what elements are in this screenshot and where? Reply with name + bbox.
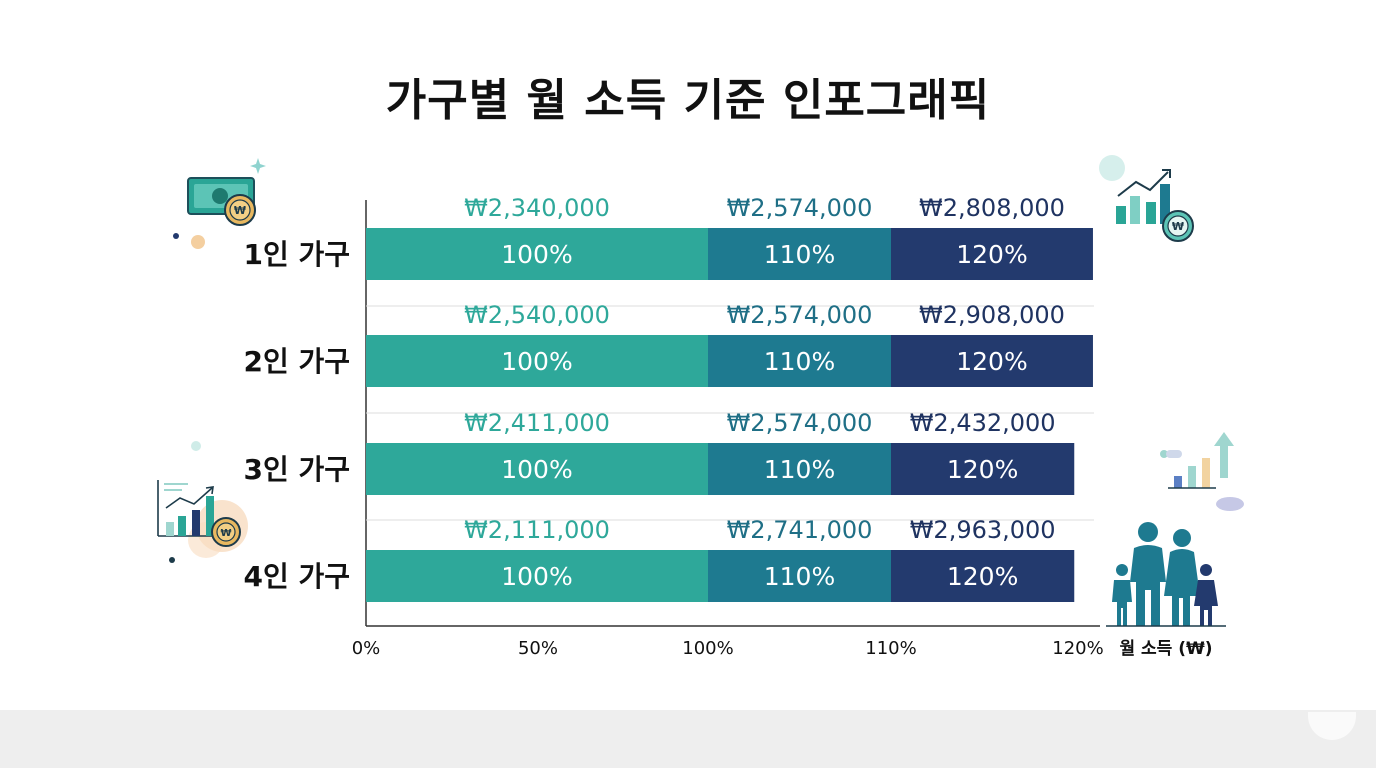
segment-percent-label: 110% [764,240,835,269]
income-value-label: ₩2,574,000 [727,194,873,222]
bar-segment-110pct [708,335,891,387]
bar-segment-110pct [708,228,891,280]
bar-segment-120pct [891,228,1093,280]
category-label: 1인 가구 [243,238,350,271]
x-tick-label: 50% [518,638,558,659]
segment-percent-label: 110% [764,347,835,376]
category-label: 3인 가구 [243,453,350,486]
income-value-label: ₩2,808,000 [919,194,1065,222]
banknote-coin-icon: ₩ [173,158,266,249]
report-chart-coin-icon: ₩ [157,441,248,563]
income-value-label: ₩2,574,000 [727,409,873,437]
x-axis-label: 월 소득 (₩) [1119,639,1212,659]
income-value-label: ₩2,340,000 [464,194,610,222]
segment-percent-label: 120% [956,347,1027,376]
bar-segment-100pct [366,335,708,387]
bar-segment-120pct [891,335,1093,387]
footer-band [0,710,1376,768]
bar-segment-100pct [366,550,708,602]
income-value-label: ₩2,963,000 [910,516,1056,544]
bar-segment-100pct [366,228,708,280]
income-value-label: ₩2,908,000 [919,301,1065,329]
x-tick-label: 120% [1052,638,1103,659]
segment-percent-label: 100% [501,240,572,269]
segment-percent-label: 120% [947,455,1018,484]
x-tick-label: 100% [682,638,733,659]
bar-segment-110pct [708,443,891,495]
coin-symbol: ₩ [1172,220,1184,233]
x-tick-label: 110% [865,638,916,659]
bar-segment-100pct [366,443,708,495]
income-value-label: ₩2,574,000 [727,301,873,329]
segment-percent-label: 120% [956,240,1027,269]
segment-percent-label: 120% [947,562,1018,591]
income-value-label: ₩2,411,000 [464,409,610,437]
income-value-label: ₩2,741,000 [727,516,873,544]
income-value-label: ₩2,540,000 [464,301,610,329]
coin-symbol: ₩ [220,528,231,539]
x-tick-label: 0% [352,638,381,659]
rising-bars-arrow-icon [1160,432,1244,511]
segment-percent-label: 100% [501,347,572,376]
segment-percent-label: 110% [764,455,835,484]
segment-percent-label: 100% [501,562,572,591]
segment-percent-label: 100% [501,455,572,484]
page-title: 가구별 월 소득 기준 인포그래픽 [385,75,991,126]
bar-segment-120pct [891,443,1075,495]
bar-segment-120pct [891,550,1075,602]
income-value-label: ₩2,432,000 [910,409,1056,437]
growth-chart-coin-icon: ₩ [1099,155,1194,242]
category-label: 2인 가구 [243,345,350,378]
segment-percent-label: 110% [764,562,835,591]
bar-segment-110pct [708,550,891,602]
family-icon [1106,522,1226,627]
category-label: 4인 가구 [243,560,350,593]
coin-symbol: ₩ [234,204,246,217]
income-value-label: ₩2,111,000 [464,516,610,544]
